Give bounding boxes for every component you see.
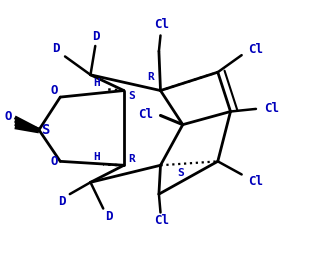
Text: D: D (92, 29, 100, 42)
Text: H: H (93, 78, 100, 88)
Text: Cl: Cl (154, 19, 169, 32)
Text: D: D (105, 210, 113, 223)
Text: R: R (148, 72, 154, 82)
Text: D: D (52, 42, 59, 55)
Text: S: S (177, 168, 184, 178)
Text: R: R (128, 154, 135, 164)
Text: Cl: Cl (248, 43, 264, 56)
Text: O: O (50, 155, 58, 168)
Text: Cl: Cl (154, 214, 169, 227)
Text: S: S (41, 123, 49, 137)
Text: O: O (4, 110, 12, 123)
Text: Cl: Cl (138, 108, 153, 121)
Text: S: S (128, 91, 135, 101)
Text: Cl: Cl (248, 175, 264, 188)
Text: Cl: Cl (264, 102, 279, 115)
Text: O: O (50, 83, 58, 96)
Text: D: D (58, 195, 65, 208)
Text: H: H (93, 152, 100, 162)
